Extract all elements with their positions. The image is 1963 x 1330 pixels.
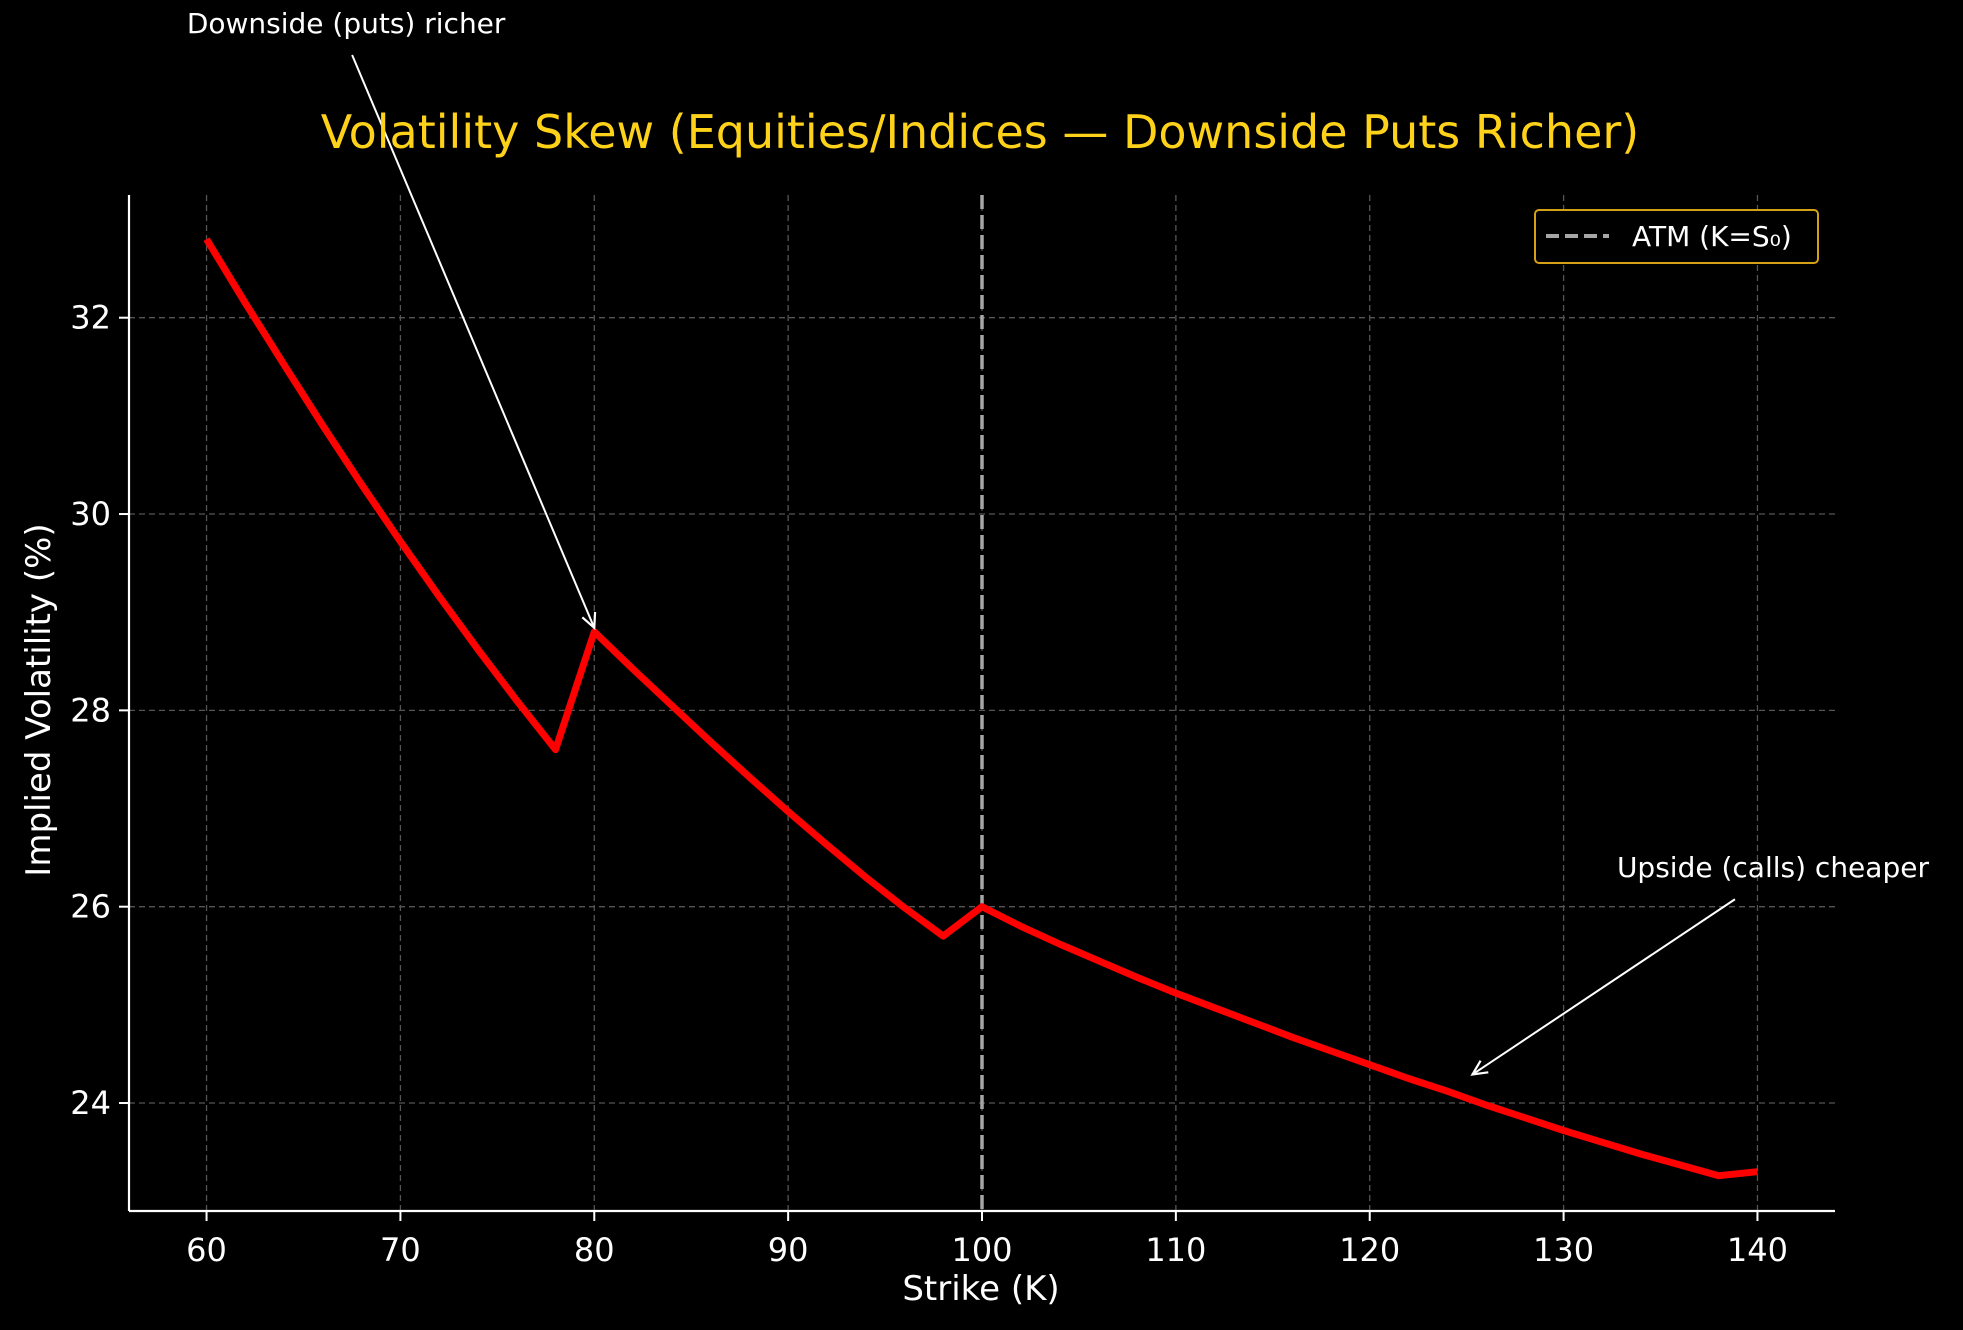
- series-group: [203, 237, 1758, 1180]
- y-tick-label: 32: [70, 299, 111, 337]
- annotation-text: Upside (calls) cheaper: [1617, 851, 1930, 884]
- x-tick-label: 90: [768, 1231, 809, 1269]
- y-tick-label: 30: [70, 495, 111, 533]
- x-tick-label: 110: [1145, 1231, 1206, 1269]
- y-tick-label: 24: [70, 1084, 111, 1122]
- legend-atm-label: ATM (K=S₀): [1632, 220, 1792, 253]
- x-tick-label: 120: [1339, 1231, 1400, 1269]
- annotation-arrow: [1471, 898, 1736, 1076]
- series-line: [203, 237, 1758, 1180]
- y-axis-label: Implied Volatility (%): [19, 523, 59, 876]
- x-tick-label: 130: [1533, 1231, 1594, 1269]
- x-tick-label: 80: [574, 1231, 615, 1269]
- x-tick-label: 60: [186, 1231, 227, 1269]
- y-tick-label: 26: [70, 888, 111, 926]
- annotation-arrowhead: [1470, 1060, 1489, 1076]
- annotation-arrowhead: [581, 611, 597, 631]
- legend-box: [1534, 209, 1819, 264]
- x-axis-label: Strike (K): [902, 1269, 1059, 1309]
- annotation-text: Downside (puts) richer: [187, 7, 506, 40]
- y-tick-label: 28: [70, 691, 111, 729]
- legend: ATM (K=S₀): [1534, 209, 1819, 264]
- annotation-arrow: [351, 54, 596, 629]
- ticks: 60 70 80 90 100 110 120 130 140 24 26 28 30 32: [70, 299, 1788, 1269]
- x-tick-label: 70: [380, 1231, 421, 1269]
- annotations: Downside (puts) richer Upside (calls) che…: [187, 7, 1930, 1076]
- x-tick-label: 100: [951, 1231, 1012, 1269]
- chart-title: Volatility Skew (Equities/Indices — Down…: [321, 105, 1640, 159]
- x-tick-label: 140: [1727, 1231, 1788, 1269]
